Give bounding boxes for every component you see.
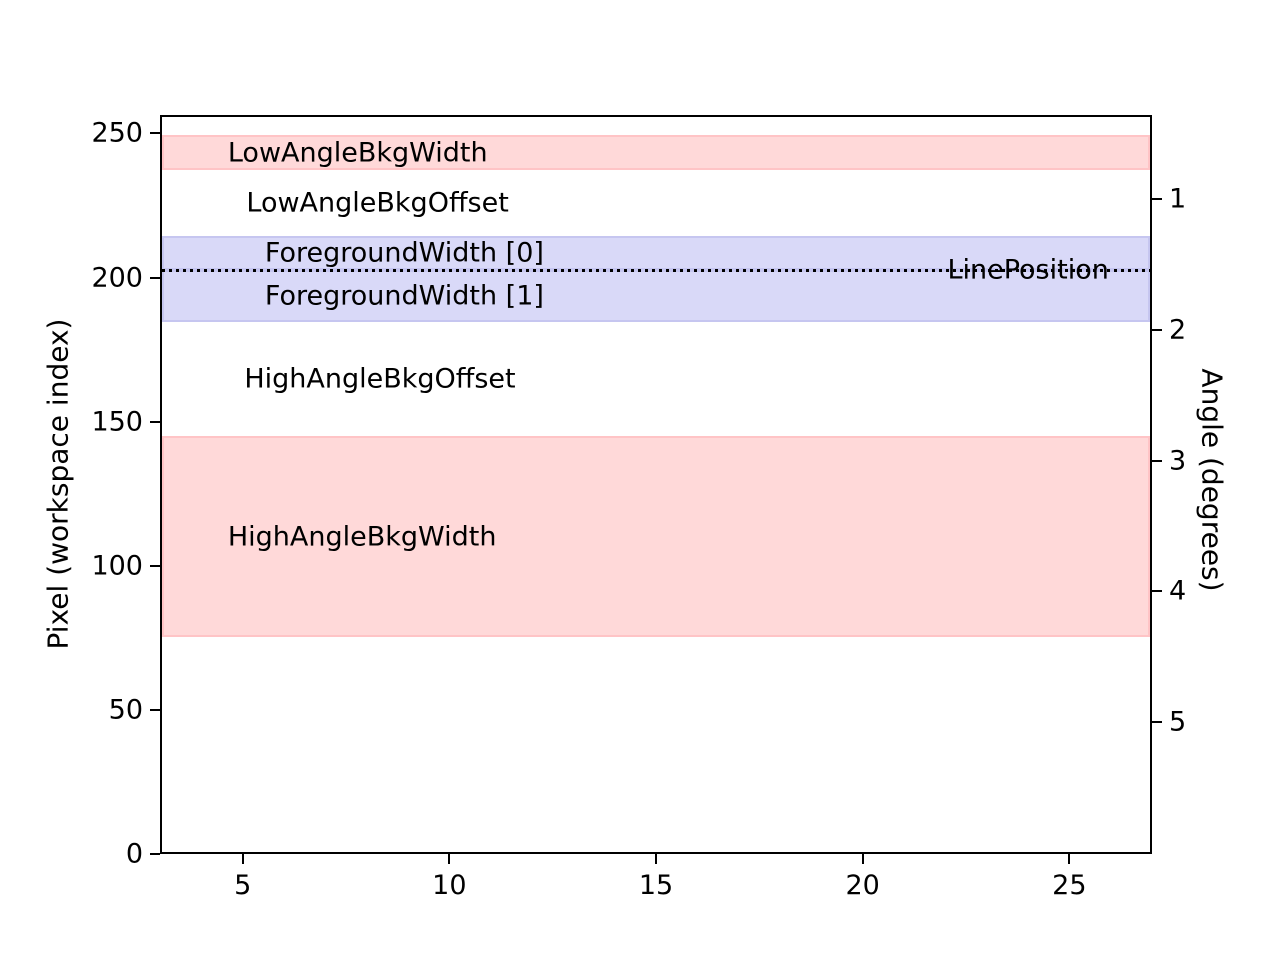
y-tick-label-left: 200 bbox=[91, 262, 143, 294]
y-tick-right bbox=[1152, 590, 1162, 593]
x-tick-label: 20 bbox=[845, 870, 880, 901]
y-tick-right bbox=[1152, 459, 1162, 462]
x-tick bbox=[241, 854, 244, 864]
y-axis-label-left: Pixel (workspace index) bbox=[41, 318, 75, 650]
line-position-marker bbox=[162, 268, 1150, 272]
annotation-lineposition: LinePosition bbox=[947, 254, 1109, 286]
y-tick-label-right: 5 bbox=[1169, 706, 1187, 738]
y-tick-label-right: 4 bbox=[1169, 575, 1187, 607]
x-tick-label: 15 bbox=[638, 870, 674, 901]
y-tick-label-right: 1 bbox=[1169, 183, 1187, 215]
y-tick-right bbox=[1152, 329, 1162, 331]
annotation-lowanglebkgwidth: LowAngleBkgWidth bbox=[227, 137, 488, 169]
x-tick-label: 25 bbox=[1052, 870, 1087, 901]
band-foregroundwidth-1 bbox=[162, 270, 1150, 322]
annotation-highanglebkgoffset: HighAngleBkgOffset bbox=[244, 363, 516, 395]
x-tick bbox=[448, 854, 451, 864]
y-tick-label-right: 2 bbox=[1169, 314, 1187, 346]
y-tick-right bbox=[1152, 720, 1162, 723]
x-tick-label: 10 bbox=[432, 870, 467, 901]
band-lowanglebkgwidth bbox=[162, 135, 1150, 170]
band-foregroundwidth-0 bbox=[162, 235, 1150, 271]
y-tick-left bbox=[150, 420, 160, 423]
x-tick-label: 5 bbox=[234, 870, 252, 901]
x-tick bbox=[1068, 854, 1071, 864]
y-tick-label-left: 150 bbox=[91, 406, 143, 438]
y-tick-label-right: 3 bbox=[1169, 445, 1187, 477]
y-tick-label-left: 50 bbox=[108, 694, 143, 726]
annotation-lowanglebkgoffset: LowAngleBkgOffset bbox=[246, 187, 509, 219]
annotation-foregroundwidth-0: ForegroundWidth [0] bbox=[264, 237, 544, 269]
y-tick-left bbox=[150, 564, 160, 567]
y-tick-left bbox=[150, 132, 160, 135]
y-tick-label-left: 0 bbox=[125, 838, 143, 870]
annotation-foregroundwidth-1: ForegroundWidth [1] bbox=[264, 280, 544, 312]
annotation-highanglebkgwidth: HighAngleBkgWidth bbox=[227, 521, 497, 553]
y-tick-left bbox=[150, 276, 160, 279]
y-tick-left bbox=[150, 708, 160, 711]
y-tick-label-left: 250 bbox=[91, 117, 143, 149]
y-axis-label-right: Angle (degrees) bbox=[1195, 368, 1229, 592]
band-highanglebkgwidth bbox=[162, 436, 1150, 637]
y-tick-right bbox=[1152, 198, 1162, 201]
y-tick-left bbox=[150, 853, 160, 855]
y-tick-label-left: 100 bbox=[91, 550, 143, 582]
plot-area: LowAngleBkgWidth LowAngleBkgOffset Foregro… bbox=[160, 115, 1152, 854]
x-tick bbox=[655, 854, 657, 864]
x-tick bbox=[861, 854, 864, 864]
